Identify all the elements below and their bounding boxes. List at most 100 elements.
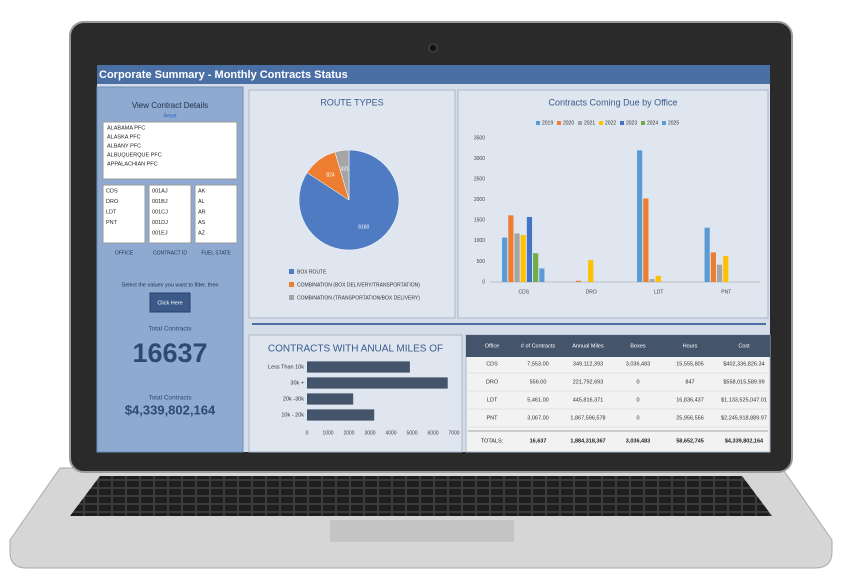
table-cell: CDS: [486, 361, 498, 367]
x-tick-label: 2000: [343, 430, 354, 436]
legend-label: 2021: [584, 120, 595, 126]
table-header-cell: Annual Miles: [572, 343, 604, 349]
list-item: 001AJ: [152, 188, 168, 194]
legend-swatch: [578, 121, 582, 125]
cost-value: $4,339,802,164: [125, 402, 216, 417]
bar: [637, 150, 643, 282]
table-cell: 25,956,556: [676, 415, 704, 421]
legend-label: 2019: [542, 120, 553, 126]
table-total-cell: $4,339,802,164: [725, 438, 764, 444]
y-tick-label: 500: [477, 259, 486, 265]
bar: [539, 268, 545, 282]
legend-swatch: [662, 121, 666, 125]
x-tick-label: 6000: [427, 430, 438, 436]
total-value: 16637: [132, 338, 207, 368]
reset-link[interactable]: Reset: [163, 113, 177, 119]
y-tick-label: 10k - 20k: [281, 412, 304, 418]
office-list[interactable]: [102, 184, 146, 244]
table-cell: $402,336,826.34: [723, 361, 764, 367]
x-tick-label: PNT: [721, 289, 731, 295]
bar: [502, 237, 508, 282]
legend-label: COMBINATION (BOX DELIVERY/TRANSPORTATION…: [297, 282, 420, 288]
legend-swatch: [289, 282, 294, 287]
pfc-item: APPALACHIAN PFC: [107, 161, 158, 167]
table-cell: DRO: [486, 379, 499, 385]
x-tick-label: 1000: [322, 430, 333, 436]
data-label: 824: [326, 172, 335, 178]
table-header: [466, 335, 770, 357]
bar: [710, 252, 716, 282]
x-tick-label: DRO: [586, 289, 597, 295]
x-tick-label: 7000: [448, 430, 459, 436]
header-bar: [97, 65, 770, 84]
legend-swatch: [536, 121, 540, 125]
table-header-cell: Cost: [738, 343, 750, 349]
table-total-cell: TOTALS:: [481, 438, 504, 444]
y-tick-label: 30k +: [290, 380, 304, 386]
bar: [575, 280, 581, 282]
camera: [428, 43, 438, 53]
chart-title: CONTRACTS WITH ANUAL MILES OF: [268, 344, 443, 355]
table-cell: 15,555,805: [676, 361, 704, 367]
table-header-cell: Office: [485, 343, 499, 349]
list-item: AS: [198, 220, 206, 226]
list-label: OFFICE: [115, 250, 134, 256]
bar: [307, 409, 375, 421]
bar: [588, 260, 594, 282]
bar: [723, 256, 729, 282]
x-tick-label: LDT: [654, 289, 663, 295]
y-tick-label: 2500: [474, 176, 485, 182]
table-cell: $1,133,525,047.01: [721, 397, 767, 403]
legend-swatch: [599, 121, 603, 125]
table-cell: $558,015,589.99: [723, 379, 764, 385]
legend-label: BOX ROUTE: [297, 269, 327, 275]
list-item: 001CJ: [152, 209, 168, 215]
instruction: Select the values you want to filter, th…: [122, 282, 219, 288]
contract-id-list[interactable]: [148, 184, 192, 244]
data-label: 6160: [358, 225, 369, 231]
bar: [520, 235, 526, 282]
legend-label: 2020: [563, 120, 574, 126]
y-tick-label: 3500: [474, 135, 485, 141]
click-button[interactable]: [149, 292, 191, 313]
table-header-cell: Hours: [683, 343, 698, 349]
list-item: CDS: [106, 188, 118, 194]
table-cell: 5,461.00: [527, 397, 548, 403]
list-label: FUEL STATE: [201, 250, 231, 256]
list-item: PNT: [106, 220, 118, 226]
pie-slice: [298, 149, 400, 251]
y-tick-label: 1000: [474, 238, 485, 244]
pfc-item: ALBANY PFC: [107, 143, 141, 149]
table-cell: 3,036,483: [626, 361, 650, 367]
x-tick-label: CDS: [518, 289, 529, 295]
table-header-cell: # of Contracts: [521, 343, 555, 349]
y-tick-label: 0: [482, 279, 485, 285]
list-item: 001BJ: [152, 199, 168, 205]
fuel-state-list[interactable]: [194, 184, 238, 244]
x-tick-label: 3000: [364, 430, 375, 436]
list-item: 001DJ: [152, 220, 168, 226]
bar: [655, 275, 661, 282]
y-tick-label: Less Than 10k: [268, 364, 304, 370]
table-cell: 7,553.00: [527, 361, 548, 367]
pfc-item: ALABAMA PFC: [107, 125, 145, 131]
sidebar-heading: View Contract Details: [132, 101, 208, 110]
table-total-cell: 58,652,745: [676, 438, 704, 444]
y-tick-label: 3000: [474, 156, 485, 162]
pfc-item: ALASKA PFC: [107, 134, 141, 140]
list-item: AK: [198, 188, 206, 194]
list-item: LDT: [106, 209, 117, 215]
pfc-list[interactable]: [102, 121, 238, 180]
legend-swatch: [641, 121, 645, 125]
table-total-cell: 16,637: [530, 438, 547, 444]
legend-label: 2024: [647, 120, 658, 126]
pfc-item: ALBUQUERQUE PFC: [107, 152, 162, 158]
bar: [643, 198, 649, 282]
table-header-cell: Boxes: [630, 343, 646, 349]
bar: [533, 253, 539, 282]
y-tick-label: 20k -30k: [283, 396, 304, 402]
pie-slice: [334, 149, 350, 201]
table-cell: 221,792,693: [573, 379, 604, 385]
table-cell: 0: [636, 415, 639, 421]
